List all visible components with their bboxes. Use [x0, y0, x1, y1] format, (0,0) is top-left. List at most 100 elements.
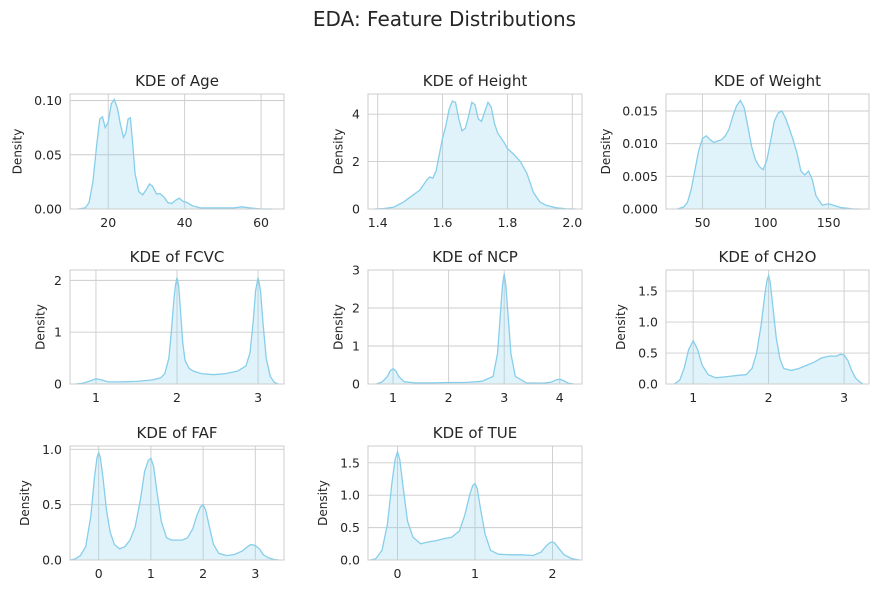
x-tick-label: 0	[393, 566, 401, 581]
kde-line	[677, 99, 861, 210]
y-tick-label: 0.5	[42, 497, 62, 512]
plot-frame	[367, 93, 583, 210]
kde-line	[75, 277, 279, 385]
x-tick-label: 3	[254, 390, 262, 405]
x-tick-label: 1	[471, 566, 479, 581]
plot-frame	[69, 445, 285, 561]
y-tick-label: 1.5	[340, 455, 360, 470]
y-axis-label: Density	[316, 480, 330, 526]
x-tick-label: 1	[92, 390, 100, 405]
subplot-5: 1 2 3 4 0 1 2 3 KDE of NCP Density	[331, 248, 583, 405]
subplot-title: KDE of FAF	[137, 424, 218, 442]
kde-area	[374, 101, 576, 209]
y-axis-label: Density	[331, 304, 345, 350]
subplot-4: 1 2 3 0 1 2 KDE of FCVC Density	[33, 248, 285, 405]
y-axis-label: Density	[331, 129, 345, 175]
kde-area	[75, 277, 279, 384]
y-tick-label: 0	[352, 202, 360, 217]
y-axis-label: Density	[33, 304, 47, 350]
y-axis-label: Density	[18, 480, 32, 526]
x-tick-label: 2.0	[562, 215, 582, 230]
plot-frame	[665, 269, 870, 385]
y-tick-label: 1.0	[42, 442, 62, 457]
subplot-title: KDE of TUE	[433, 424, 517, 442]
kde-line	[374, 100, 576, 210]
x-tick-label: 100	[754, 215, 778, 230]
subplot-3: 50 100 150 0.000 0.005 0.010 0.015 KDE of Weigh…	[599, 72, 870, 230]
kde-area	[70, 452, 279, 560]
y-axis-label: Density	[599, 129, 613, 175]
y-tick-label: 2	[352, 301, 360, 316]
y-tick-label: 0.05	[34, 147, 62, 162]
y-tick-label: 0.0	[638, 377, 658, 392]
x-tick-label: 150	[817, 215, 841, 230]
y-axis-label: Density	[614, 304, 628, 350]
subplot-title: KDE of Age	[135, 72, 219, 90]
x-tick-label: 1	[389, 390, 397, 405]
plot-frame	[69, 93, 285, 210]
kde-line	[370, 449, 580, 561]
subplot-title: KDE of Height	[423, 72, 528, 90]
x-tick-label: 1.6	[433, 215, 453, 230]
y-tick-label: 0	[54, 377, 62, 392]
y-tick-label: 0.5	[638, 346, 658, 361]
y-tick-label: 0.015	[622, 103, 658, 118]
subplot-6: 1 2 3 0.0 0.5 1.0 1.5 KDE of CH2O Density	[614, 248, 870, 405]
kde-line	[69, 450, 279, 561]
x-tick-label: 1.4	[368, 215, 388, 230]
x-tick-label: 2	[173, 390, 181, 405]
subplot-8: 0 1 2 0.0 0.5 1.0 1.5 KDE of TUE Density	[316, 424, 583, 581]
plot-frame	[69, 269, 285, 385]
kde-area	[370, 451, 580, 560]
y-tick-label: 0.10	[34, 93, 62, 108]
plot-frame	[665, 93, 870, 210]
y-tick-label: 0.0	[340, 553, 360, 568]
y-tick-label: 4	[352, 107, 360, 122]
kde-line	[673, 273, 864, 385]
x-tick-label: 40	[177, 215, 193, 230]
x-tick-label: 3	[840, 390, 848, 405]
x-tick-label: 1.8	[497, 215, 517, 230]
x-tick-label: 3	[500, 390, 508, 405]
y-axis-label: Density	[11, 129, 25, 175]
y-tick-label: 1	[54, 325, 62, 340]
subplot-1: 20 40 60 0.00 0.05 0.10 KDE of Age Density	[11, 72, 285, 230]
x-tick-label: 2	[445, 390, 453, 405]
x-tick-label: 1	[147, 566, 155, 581]
x-tick-label: 20	[100, 215, 116, 230]
x-tick-label: 2	[765, 390, 773, 405]
y-tick-label: 0.010	[622, 136, 658, 151]
subplot-2: 1.4 1.6 1.8 2.0 0 2 4 KDE of Height Density	[331, 72, 583, 230]
y-tick-label: 1	[352, 339, 360, 354]
subplot-title: KDE of FCVC	[130, 248, 225, 266]
plot-frame	[367, 269, 583, 385]
plot-frame	[367, 445, 583, 561]
figure-title: EDA: Feature Distributions	[313, 7, 576, 31]
subplot-title: KDE of Weight	[714, 72, 821, 90]
x-tick-label: 3	[251, 566, 259, 581]
x-tick-label: 2	[199, 566, 207, 581]
y-tick-label: 0.5	[340, 520, 360, 535]
x-tick-label: 1	[689, 390, 697, 405]
kde-line	[376, 273, 574, 385]
y-tick-label: 1.5	[638, 284, 658, 299]
y-tick-label: 0.0	[42, 553, 62, 568]
y-tick-label: 1.0	[638, 315, 658, 330]
x-tick-label: 60	[253, 215, 269, 230]
kde-line	[77, 97, 273, 210]
kde-area	[376, 273, 574, 384]
subplot-title: KDE of CH2O	[719, 248, 817, 266]
subplot-7: 0 1 2 3 0.0 0.5 1.0 KDE of FAF Density	[18, 424, 285, 581]
subplot-title: KDE of NCP	[432, 248, 518, 266]
y-tick-label: 0.005	[622, 169, 658, 184]
y-tick-label: 2	[54, 273, 62, 288]
x-tick-label: 0	[95, 566, 103, 581]
kde-area	[677, 100, 861, 209]
y-tick-label: 0.00	[34, 202, 62, 217]
y-tick-label: 2	[352, 154, 360, 169]
y-tick-label: 0	[352, 377, 360, 392]
y-tick-label: 3	[352, 263, 360, 278]
x-tick-label: 4	[556, 390, 564, 405]
